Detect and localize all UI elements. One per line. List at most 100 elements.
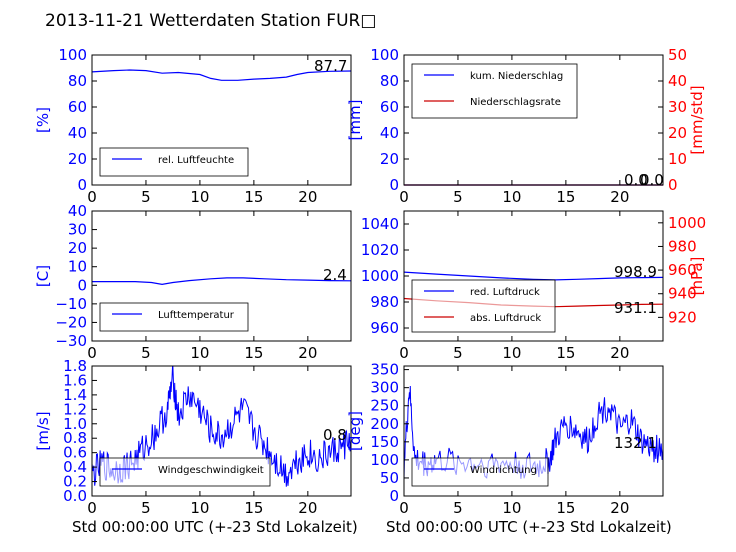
series-line-p3-0	[92, 277, 352, 286]
y-tick-label: −30	[55, 332, 87, 350]
x-tick-label: 10	[190, 344, 209, 362]
x-tick-label: 0	[399, 499, 409, 517]
y-tick-label: 980	[370, 293, 399, 311]
y-tick-label: 1000	[361, 267, 399, 285]
y-tick-label: −20	[55, 313, 87, 331]
x-tick-label: 10	[502, 499, 521, 517]
y-tick-label: 100	[58, 46, 87, 64]
latest-value-2: 0.0	[640, 171, 664, 189]
x-tick-label: 15	[556, 499, 575, 517]
chart-title: 2013-11-21 Wetterdaten Station FUR□	[45, 11, 376, 31]
x-tick-label: 20	[610, 499, 629, 517]
y-tick-label: −10	[55, 295, 87, 313]
plot-p1: 0 5 10 15 20 0 20 40 60 80 100 [%] rel. Luftfeuchte 8…	[34, 46, 352, 206]
series-line-p1-0	[91, 69, 352, 81]
y-tick-label: 0	[77, 176, 87, 194]
x-tick-label: 20	[610, 188, 629, 206]
y-right-tick-label: 30	[668, 98, 687, 116]
y-right-tick-label: 0	[668, 176, 678, 194]
y-right-tick-label: 940	[668, 285, 697, 303]
y-right-tick-label: 20	[668, 124, 687, 142]
y-right-tick-label: 920	[668, 308, 697, 326]
y-axis-label: [mm]	[346, 100, 364, 141]
y-tick-label: 0	[77, 276, 87, 294]
x-tick-label: 15	[556, 188, 575, 206]
x-tick-label: 20	[298, 499, 317, 517]
x-tick-label: 0	[399, 188, 409, 206]
latest-value: 998.9	[614, 263, 657, 281]
y-tick-label: 20	[68, 150, 87, 168]
y-axis-label-right: [hPa]	[688, 257, 706, 296]
x-tick-label: 10	[502, 344, 521, 362]
y-tick-label: 20	[380, 150, 399, 168]
plot-frame-p1	[91, 54, 352, 186]
plot-p6: 0 5 10 15 20050100150200250300350[deg]Windri…	[346, 361, 664, 517]
x-tick-label: 20	[610, 344, 629, 362]
y-right-tick-label: 980	[668, 237, 697, 255]
y-tick-label: 250	[370, 397, 399, 415]
y-tick-label: 0	[389, 487, 399, 505]
legend-label: kum. Niederschlag	[470, 71, 563, 82]
series-line-p6-0	[403, 385, 664, 480]
y-tick-label: 50	[380, 469, 399, 487]
y-tick-label: 40	[380, 124, 399, 142]
x-tick-label: 0	[87, 344, 97, 362]
y-tick-label: 40	[68, 124, 87, 142]
legend-box	[411, 457, 549, 487]
y-tick-label: 30	[68, 221, 87, 239]
plot-frame-p6	[403, 365, 664, 497]
y-right-tick-label: 50	[668, 46, 687, 64]
y-tick-label: 960	[370, 319, 399, 337]
x-tick-label: 10	[502, 188, 521, 206]
y-tick-label: 40	[68, 202, 87, 220]
y-tick-label: 1.8	[63, 357, 87, 375]
plot-frame-p2	[403, 54, 664, 186]
x-tick-label: 10	[190, 499, 209, 517]
y-right-tick-label: 10	[668, 150, 687, 168]
x-tick-label: 0	[87, 188, 97, 206]
plot-p3: 0 5 10 15 20−30−20−10010203040[C]Lufttempera…	[34, 202, 352, 362]
y-tick-label: 0	[389, 176, 399, 194]
y-tick-label: 80	[380, 72, 399, 90]
x-axis-label-left: Std 00:00:00 UTC (+-23 Std Lokalzeit)	[72, 518, 358, 536]
y-right-tick-label: 1000	[668, 214, 706, 232]
x-tick-label: 5	[141, 188, 151, 206]
legend-box	[99, 147, 249, 177]
legend-box	[99, 457, 271, 487]
legend-box	[411, 279, 556, 333]
y-tick-label: 80	[68, 72, 87, 90]
y-tick-label: 1.2	[63, 400, 87, 418]
y-axis-label: [m/s]	[34, 411, 52, 450]
x-tick-label: 0	[399, 344, 409, 362]
y-tick-label: 60	[380, 98, 399, 116]
y-axis-label-right: [mm/std]	[688, 85, 706, 154]
y-tick-label: 100	[370, 46, 399, 64]
x-tick-label: 5	[141, 344, 151, 362]
x-tick-label: 15	[244, 188, 263, 206]
x-tick-label: 5	[453, 499, 463, 517]
x-tick-label: 5	[141, 499, 151, 517]
y-tick-label: 0.2	[63, 473, 87, 491]
latest-value: 87.7	[314, 57, 347, 75]
legend-box	[411, 63, 578, 119]
y-tick-label: 10	[68, 258, 87, 276]
plot-frame-p3	[91, 210, 352, 342]
x-tick-label: 5	[453, 188, 463, 206]
y-tick-label: 100	[370, 451, 399, 469]
y-tick-label: 1.6	[63, 371, 87, 389]
y-tick-label: 200	[370, 415, 399, 433]
y-right-tick-label: 960	[668, 261, 697, 279]
latest-value: 0.8	[323, 426, 347, 444]
legend-label: red. Luftdruck	[470, 287, 540, 298]
series-line-p5-0	[91, 366, 352, 487]
x-tick-label: 0	[87, 499, 97, 517]
y-tick-label: 350	[370, 361, 399, 379]
latest-value-2: 931.1	[614, 299, 657, 317]
y-tick-label: 20	[68, 239, 87, 257]
y-tick-label: 0.0	[63, 487, 87, 505]
x-tick-label: 15	[556, 344, 575, 362]
x-tick-label: 15	[244, 499, 263, 517]
plot-frame-p5	[91, 365, 352, 497]
